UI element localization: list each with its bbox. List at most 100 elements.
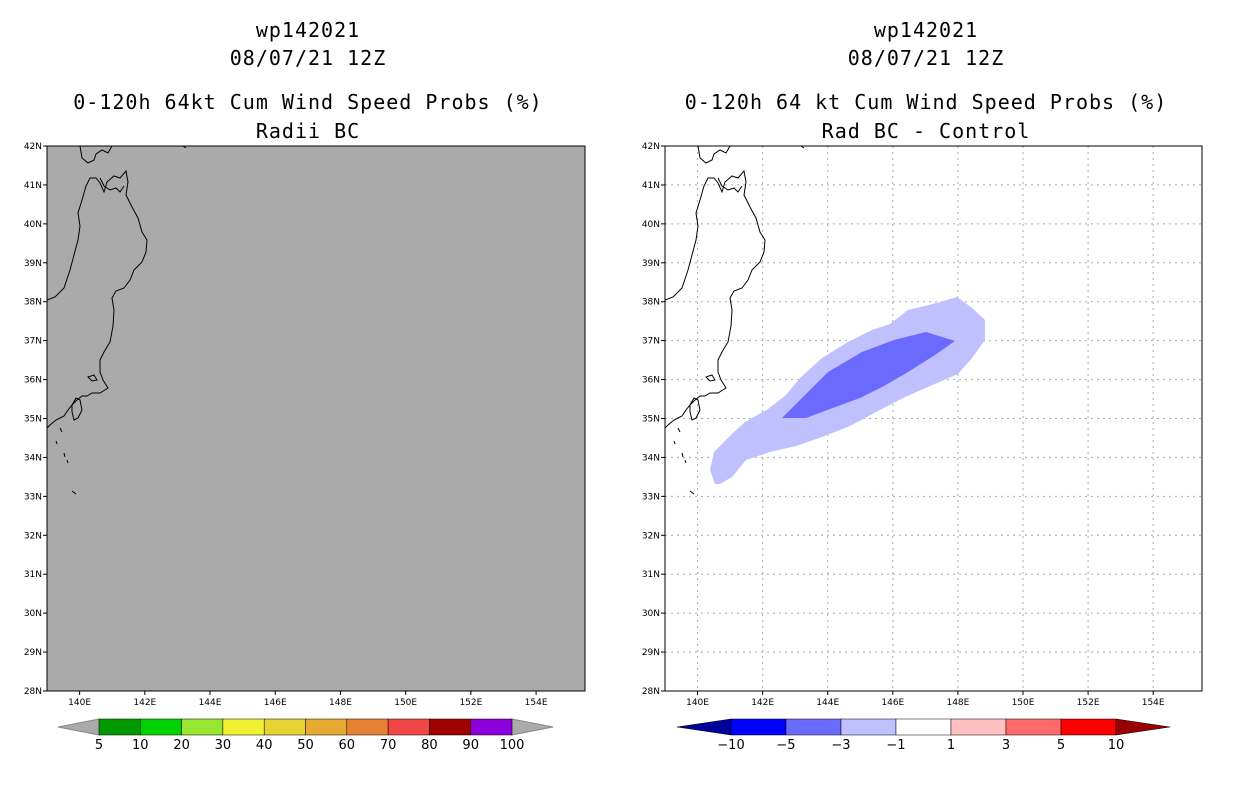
lon-tick-label: 150E bbox=[394, 698, 417, 708]
lat-tick-label: 37N bbox=[642, 337, 660, 347]
island-1 bbox=[59, 427, 63, 433]
left-lat-axis: 42N 41N 40N 39N 38N 37N 36N 35N 34N 33N 32N 31N 30N 2… bbox=[24, 142, 47, 697]
lon-tick-label: 148E bbox=[329, 698, 352, 708]
colorbar-label: 70 bbox=[380, 738, 397, 753]
colorbar-swatch bbox=[895, 718, 952, 736]
colorbar-label: −5 bbox=[776, 738, 795, 753]
lat-tick-label: 39N bbox=[24, 259, 42, 269]
island-3 bbox=[681, 452, 684, 458]
colorbar-right-arrow bbox=[1115, 718, 1171, 736]
colorbar-label: 40 bbox=[256, 738, 273, 753]
colorbar-label: 80 bbox=[421, 738, 438, 753]
coastline-bay bbox=[689, 397, 701, 421]
colorbar-swatch bbox=[387, 718, 430, 736]
colorbar-label: 60 bbox=[339, 738, 356, 753]
lat-tick-label: 30N bbox=[642, 609, 660, 619]
colorbar-left-arrow bbox=[57, 718, 100, 736]
right-coastline bbox=[665, 146, 805, 495]
right-colorbar: −10 −5 −3 −1 1 3 5 10 bbox=[676, 718, 1171, 753]
coastline-japan-main bbox=[665, 169, 766, 429]
lat-tick-label: 33N bbox=[642, 492, 660, 502]
island-5 bbox=[689, 490, 695, 495]
coastline-japan-main bbox=[47, 169, 148, 429]
lat-tick-label: 41N bbox=[24, 181, 42, 191]
lat-tick-label: 39N bbox=[642, 259, 660, 269]
colorbar-left-arrow bbox=[676, 718, 732, 736]
lat-tick-label: 28N bbox=[642, 687, 660, 697]
colorbar-swatch bbox=[950, 718, 1007, 736]
colorbar-swatch bbox=[470, 718, 513, 736]
colorbar-swatch bbox=[263, 718, 306, 736]
coastline-mutsu bbox=[99, 177, 125, 193]
colorbar-swatch bbox=[785, 718, 842, 736]
island-5 bbox=[71, 490, 77, 495]
lat-tick-label: 29N bbox=[642, 648, 660, 658]
lat-tick-label: 35N bbox=[642, 415, 660, 425]
lon-tick-label: 150E bbox=[1012, 698, 1035, 708]
colorbar-swatch bbox=[98, 718, 141, 736]
lat-tick-label: 42N bbox=[24, 142, 42, 152]
lat-tick-label: 31N bbox=[642, 570, 660, 580]
coastline-bay bbox=[71, 397, 83, 421]
colorbar-label: 5 bbox=[1057, 738, 1065, 753]
island-4 bbox=[66, 459, 69, 464]
right-lat-axis: 42N 41N 40N 39N 38N 37N 36N 35N 34N 33N 32N 31N 30N 2… bbox=[642, 142, 665, 697]
colorbar-label: 1 bbox=[947, 738, 955, 753]
left-datetime: 08/07/21 12Z bbox=[229, 46, 387, 70]
lat-tick-label: 42N bbox=[642, 142, 660, 152]
lon-tick-label: 140E bbox=[68, 698, 91, 708]
lon-tick-label: 152E bbox=[459, 698, 482, 708]
right-subtitle: Rad BC - Control bbox=[821, 119, 1031, 143]
colorbar-swatch bbox=[305, 718, 348, 736]
colorbar-label: 10 bbox=[1108, 738, 1125, 753]
island-3 bbox=[63, 452, 66, 458]
lat-tick-label: 34N bbox=[24, 453, 42, 463]
colorbar-swatch bbox=[1005, 718, 1062, 736]
colorbar-right-arrow bbox=[511, 718, 554, 736]
right-map-panel: 42N 41N 40N 39N 38N 37N 36N 35N 34N 33N 32N 31N 30N 2… bbox=[642, 142, 1203, 708]
colorbar-label: 20 bbox=[173, 738, 190, 753]
lon-tick-label: 142E bbox=[133, 698, 156, 708]
colorbar-label: 90 bbox=[462, 738, 479, 753]
lon-tick-label: 142E bbox=[751, 698, 774, 708]
lat-tick-label: 40N bbox=[24, 220, 42, 230]
coastline-japan-north bbox=[697, 146, 731, 164]
colorbar-swatch bbox=[140, 718, 182, 736]
lon-tick-label: 140E bbox=[686, 698, 709, 708]
colorbar-swatch bbox=[840, 718, 897, 736]
colorbar-label: 50 bbox=[297, 738, 314, 753]
lon-tick-label: 144E bbox=[816, 698, 839, 708]
lat-tick-label: 30N bbox=[24, 609, 42, 619]
colorbar-label: −3 bbox=[831, 738, 850, 753]
lon-tick-label: 154E bbox=[1142, 698, 1165, 708]
coastline-japan-north bbox=[79, 146, 113, 164]
lon-tick-label: 146E bbox=[881, 698, 904, 708]
lat-tick-label: 35N bbox=[24, 415, 42, 425]
lat-tick-label: 36N bbox=[24, 376, 42, 386]
lat-tick-label: 34N bbox=[642, 453, 660, 463]
right-lon-axis: 140E 142E 144E 146E 148E 150E 152E 154E bbox=[686, 691, 1165, 708]
left-map-background bbox=[47, 146, 585, 691]
lat-tick-label: 38N bbox=[642, 298, 660, 308]
island-2 bbox=[673, 440, 676, 445]
coastline-small-bay bbox=[87, 374, 98, 382]
coastline-mutsu bbox=[717, 177, 743, 193]
colorbar-label: −10 bbox=[717, 738, 744, 753]
island-2 bbox=[55, 440, 58, 445]
lon-tick-label: 148E bbox=[946, 698, 969, 708]
lat-tick-label: 29N bbox=[24, 648, 42, 658]
lat-tick-label: 38N bbox=[24, 298, 42, 308]
lon-tick-label: 144E bbox=[199, 698, 222, 708]
lat-tick-label: 32N bbox=[24, 531, 42, 541]
colorbar-label: 5 bbox=[95, 738, 103, 753]
lat-tick-label: 33N bbox=[24, 492, 42, 502]
island-4 bbox=[684, 459, 687, 464]
colorbar-label: 100 bbox=[500, 738, 525, 753]
colorbar-swatch bbox=[222, 718, 265, 736]
lat-tick-label: 32N bbox=[642, 531, 660, 541]
lat-tick-label: 37N bbox=[24, 337, 42, 347]
colorbar-label: 3 bbox=[1002, 738, 1010, 753]
left-storm-id: wp142021 bbox=[255, 18, 361, 42]
lat-tick-label: 31N bbox=[24, 570, 42, 580]
